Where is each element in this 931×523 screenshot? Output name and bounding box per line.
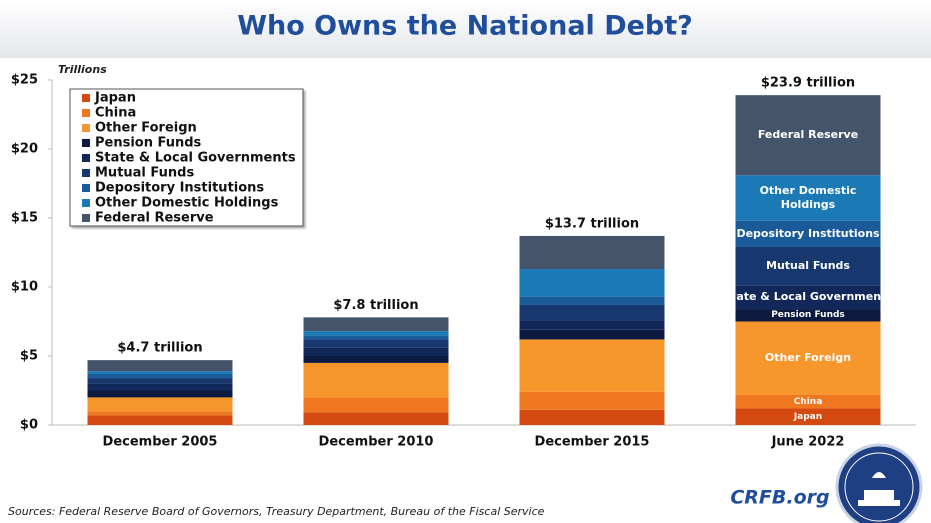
y-tick-label: $10: [11, 280, 38, 295]
bar-segment: [87, 373, 233, 379]
segment-label-text: China: [793, 396, 823, 407]
bar-segment: [735, 246, 881, 286]
legend-swatch: [82, 169, 90, 177]
legend-label: China: [95, 106, 136, 121]
header-band: [0, 0, 931, 58]
bar-segment: [303, 331, 449, 336]
y-tick-label: $20: [11, 142, 38, 157]
bar-segment: [303, 347, 449, 356]
bar-segment: [519, 409, 665, 425]
bar-segment: [87, 415, 233, 425]
legend-swatch: [82, 109, 90, 117]
legend-swatch: [82, 124, 90, 132]
bar-segment: [303, 339, 449, 348]
segment-label-text: Mutual Funds: [766, 259, 850, 273]
segment-label: Federal Reserve: [757, 128, 859, 142]
y-tick-label: $15: [11, 211, 38, 226]
bar-segment: [87, 378, 233, 384]
legend-box: [69, 88, 304, 227]
bar-segment: [87, 397, 233, 412]
segment-label: State & Local Governments: [736, 290, 881, 304]
segment-label: Pension Funds: [771, 310, 845, 321]
legend-label: Other Foreign: [95, 121, 197, 136]
bar-segment: [303, 317, 449, 332]
bar-segment: [735, 95, 881, 176]
legend-swatch: [82, 94, 90, 102]
bar-segment: [87, 411, 233, 416]
source-note: Sources: Federal Reserve Board of Govern…: [8, 505, 545, 518]
legend-label: Depository Institutions: [95, 181, 264, 196]
segment-label-text: Other Domestic Holdings: [759, 183, 857, 211]
bar-segment: [519, 235, 665, 270]
bar-segment: [519, 329, 665, 340]
total-label: $13.7 trillion: [545, 216, 639, 231]
segment-label-text: Pension Funds: [771, 310, 845, 321]
legend-label: Japan: [94, 91, 136, 106]
y-tick-label: $5: [20, 349, 38, 364]
bar-segment: [519, 320, 665, 330]
segment-label: Other Domestic Holdings: [759, 183, 857, 211]
legend-swatch: [82, 199, 90, 207]
y-tick-label: $25: [11, 73, 38, 88]
segment-label: Mutual Funds: [766, 259, 850, 273]
bar-segment: [303, 412, 449, 425]
legend-label: Mutual Funds: [95, 166, 194, 181]
bar-segment: [303, 397, 449, 413]
x-tick-label: December 2010: [319, 435, 434, 450]
bar-segment: [519, 391, 665, 410]
legend-label: Pension Funds: [95, 136, 202, 151]
bar-segment: [303, 335, 449, 340]
y-axis-label: Trillions: [58, 63, 107, 76]
total-label: $7.8 trillion: [333, 298, 418, 313]
chart-title: Who Owns the National Debt?: [237, 11, 693, 42]
x-tick-label: December 2005: [103, 435, 218, 450]
bar-segment: [735, 175, 881, 221]
segment-label-text: Other Foreign: [764, 351, 852, 365]
bar-segment: [87, 383, 233, 391]
bar-segment: [735, 321, 881, 395]
x-tick-label: December 2015: [535, 435, 650, 450]
legend-label: State & Local Governments: [95, 151, 296, 166]
bar-segment: [735, 394, 881, 409]
bar-segment: [735, 285, 881, 310]
segment-label-text: Depository Institutions: [736, 226, 880, 240]
total-label: $4.7 trillion: [117, 341, 202, 356]
bar-segment: [519, 269, 665, 297]
bar-segment: [303, 356, 449, 363]
bar-segment: [303, 362, 449, 398]
legend-swatch: [82, 214, 90, 222]
segment-label: Japan: [793, 411, 823, 422]
segment-label: Depository Institutions: [736, 226, 880, 240]
bar-segment: [519, 339, 665, 392]
bar-segment: [735, 309, 881, 322]
total-label: $23.9 trillion: [761, 76, 855, 91]
segment-label-text: State & Local Governments: [736, 290, 881, 304]
segment-label-text: Japan: [793, 411, 823, 422]
legend-swatch: [82, 154, 90, 162]
segment-label: Other Foreign: [764, 351, 852, 365]
seal: [835, 443, 923, 523]
legend-label: Other Domestic Holdings: [95, 196, 279, 211]
legend-label: Federal Reserve: [95, 211, 214, 226]
bar-segment: [735, 408, 881, 425]
bar-segment: [519, 296, 665, 305]
x-tick-label: June 2022: [771, 435, 845, 450]
bar-segment: [87, 390, 233, 398]
segment-label: China: [793, 396, 823, 407]
brand: CRFB.org: [730, 487, 829, 509]
y-tick-label: $0: [20, 418, 38, 433]
legend-swatch: [82, 139, 90, 147]
bar-segment: [87, 371, 233, 374]
legend-swatch: [82, 184, 90, 192]
bar-segment: [735, 220, 881, 247]
segment-label-text: Federal Reserve: [757, 128, 859, 142]
bar-segment: [87, 360, 233, 372]
bar-segment: [519, 304, 665, 321]
